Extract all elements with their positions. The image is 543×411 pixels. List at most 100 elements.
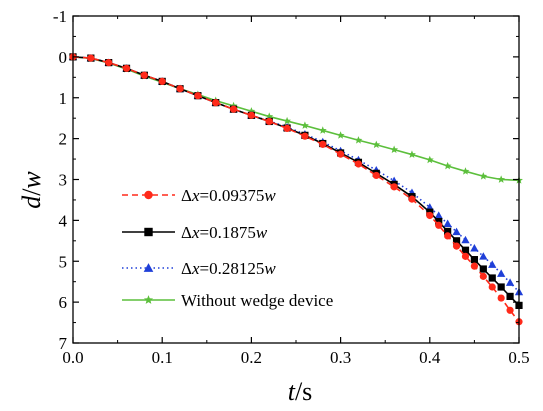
legend-entry: Δx=0.28125w [122,259,276,278]
data-point [443,161,452,170]
x-axis-label-var: t [288,377,296,406]
y-tick-label: 3 [59,171,68,190]
legend-entry: Δx=0.09375w [122,186,276,205]
data-point [497,283,505,291]
legend-marker [144,227,153,237]
y-axis-label-var: d [17,195,46,209]
y-axis-label-slash: / [17,188,46,196]
data-point [408,195,416,203]
x-tick-label: 0.4 [419,348,441,367]
data-point [506,292,514,301]
series-line [72,56,520,323]
x-tick-label: 0.3 [330,348,351,367]
data-point [488,283,496,291]
x-tick-label: 0.2 [241,348,262,367]
data-point [435,218,443,226]
data-point [87,54,95,62]
data-point [479,265,487,273]
data-point [470,244,479,252]
series-1 [69,53,523,326]
legend-label: Δx=0.09375w [181,186,276,205]
data-point [283,116,292,125]
data-point [354,160,363,168]
y-tick-label: 0 [59,48,68,67]
series-line [72,56,520,182]
data-point [122,64,131,72]
data-point [506,306,514,314]
series-3 [68,52,524,296]
data-point [426,211,434,220]
y-tick-label: 2 [59,130,68,149]
series-line [72,56,520,306]
plot-area [68,52,524,326]
data-point [265,112,274,120]
data-point [140,71,148,79]
data-point [372,171,380,180]
data-point [461,167,470,175]
data-point [443,219,452,227]
data-point [372,140,381,149]
data-point [435,221,443,229]
legend-label: Without wedge device [181,291,333,310]
data-point [158,77,166,85]
x-tick-label: 0.0 [62,348,83,367]
data-point [176,85,184,93]
data-point [354,136,363,144]
data-point [452,242,461,250]
x-tick-label: 0.5 [508,348,529,367]
data-point [247,107,256,115]
data-point [497,294,505,302]
data-point [337,150,345,158]
data-point [444,227,452,236]
data-point [461,252,470,260]
data-point [212,99,220,107]
data-point [408,150,416,158]
data-point [444,232,452,240]
data-point [265,117,273,126]
legend-marker [144,190,153,200]
series-line [72,56,520,293]
data-point [479,252,488,260]
data-point [452,227,461,236]
data-point [194,92,202,100]
data-point [390,183,398,191]
axes: 0.0 0.1 0.2 0.3 0.4 0.5 -1 0 1 2 3 4 5 6 7 [53,7,530,367]
data-point [105,58,113,67]
y-axis-label: d/w [17,171,46,209]
data-point [247,111,255,119]
x-axis-label: t/s [288,377,313,406]
data-point [229,105,238,113]
x-axis-label-unit: /s [295,377,312,406]
y-tick-label: 7 [59,334,68,353]
data-point [470,262,478,270]
data-point [301,132,309,140]
legend-label: Δx=0.1875w [181,223,268,242]
legend-entry: Δx=0.1875w [122,223,268,242]
legend-label: Δx=0.28125w [181,259,276,278]
x-tick-label: 0.1 [152,348,173,367]
data-point [300,121,309,129]
data-point [390,145,399,154]
legend-entry: Without wedge device [122,291,333,310]
data-point [488,260,497,268]
data-point [425,155,434,164]
data-point [479,172,488,180]
legend-marker [143,263,154,272]
data-point [497,175,506,183]
data-point [434,211,443,219]
data-point [319,140,327,148]
y-tick-label: -1 [53,7,67,26]
data-point [461,246,470,254]
data-point [505,278,515,286]
data-point [336,131,345,139]
data-point [479,272,487,280]
y-tick-label: 5 [59,252,68,271]
legend-marker [143,295,154,304]
data-point [497,269,506,277]
legend: Δx=0.09375w Δx=0.1875w Δx=0.28125w Without … [122,186,333,310]
data-point [283,124,291,133]
data-point [461,235,470,244]
data-point [488,274,496,282]
data-point [318,126,327,134]
